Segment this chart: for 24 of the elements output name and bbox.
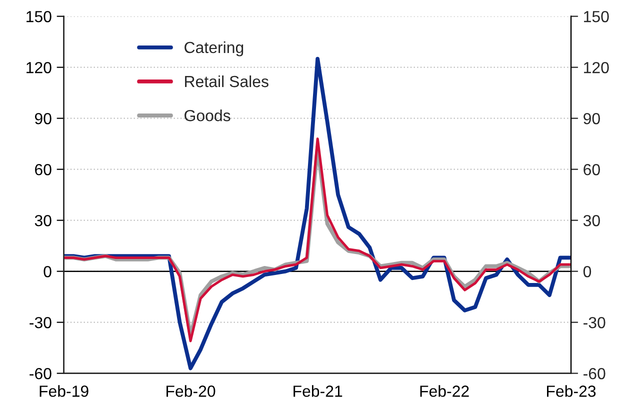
y-tick-label: 90: [34, 112, 52, 124]
y-tick-label: 60: [35, 164, 52, 176]
y-tick-label: 30: [34, 214, 52, 226]
y-tick-label: -60: [30, 368, 52, 380]
x-tick-label: Feb-20: [166, 385, 216, 397]
y2-tick-label: -30: [584, 316, 606, 328]
y-tick-label: 120: [26, 62, 52, 74]
x-tick-label: Feb-21: [294, 385, 342, 397]
x-tick-label: Feb-23: [547, 385, 596, 397]
y2-tick-label: 0: [583, 266, 592, 278]
x-tick-label: Feb-22: [420, 385, 469, 397]
y2-tick-label: -60: [584, 368, 606, 380]
y2-tick-label: 60: [584, 164, 600, 176]
y2-tick-label: 150: [584, 10, 609, 22]
x-tick-label: Feb-19: [40, 385, 88, 397]
y2-tick-label: 120: [584, 62, 609, 74]
y-tick-label: 150: [26, 10, 52, 22]
y2-tick-label: 90: [584, 112, 600, 124]
legend-label: Retail Sales: [185, 75, 268, 88]
legend-label: Catering: [184, 41, 244, 56]
legend-label: Goods: [184, 110, 230, 122]
y2-tick-label: 30: [583, 214, 600, 226]
y-tick-label: -30: [30, 316, 52, 328]
y-tick-label: 0: [44, 266, 52, 278]
